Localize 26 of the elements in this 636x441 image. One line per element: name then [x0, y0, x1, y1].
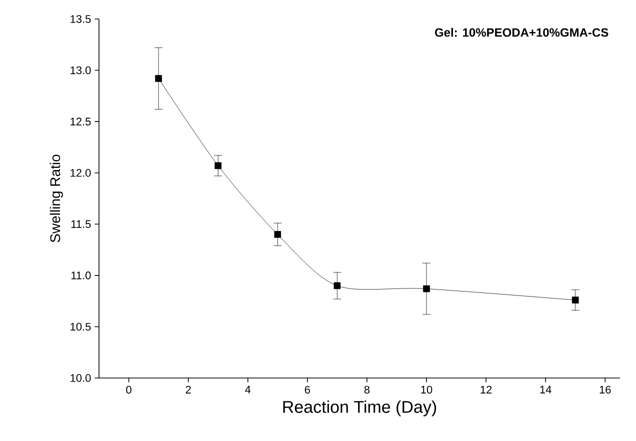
y-tick-label: 11.0: [71, 272, 91, 280]
y-tick-label: 13.0: [70, 66, 91, 74]
point: [214, 162, 222, 170]
x-tick-label: 10: [421, 386, 432, 394]
x-tick-label: 16: [600, 386, 611, 394]
point: [334, 282, 341, 290]
x-tick-label: 8: [364, 386, 370, 394]
point: [423, 285, 430, 292]
x-tick-label: 12: [480, 386, 492, 394]
x-tick-label: 4: [245, 386, 251, 394]
point: [274, 230, 282, 238]
x-tick-label: 2: [186, 386, 191, 394]
y-tick-label: 13.5: [70, 15, 91, 23]
y-tick-label: 12.0: [70, 168, 91, 177]
x-tick-label: 0: [126, 386, 132, 394]
y-axis-title: Swelling Ratio: [50, 154, 63, 242]
point: [572, 296, 579, 304]
x-tick-label: 6: [304, 386, 310, 394]
y-tick-label: 11.5: [71, 220, 91, 228]
x-axis-title: Reaction Time (Day): [283, 400, 436, 416]
y-tick-label: 12.5: [70, 118, 91, 126]
point: [155, 75, 162, 82]
y-tick-label: 10.0: [70, 374, 91, 382]
annotation: Gel: 10%PEODA+10%GMA-CS: [434, 28, 608, 37]
y-tick-label: 10.5: [70, 322, 91, 331]
x-tick-label: 14: [540, 386, 552, 394]
